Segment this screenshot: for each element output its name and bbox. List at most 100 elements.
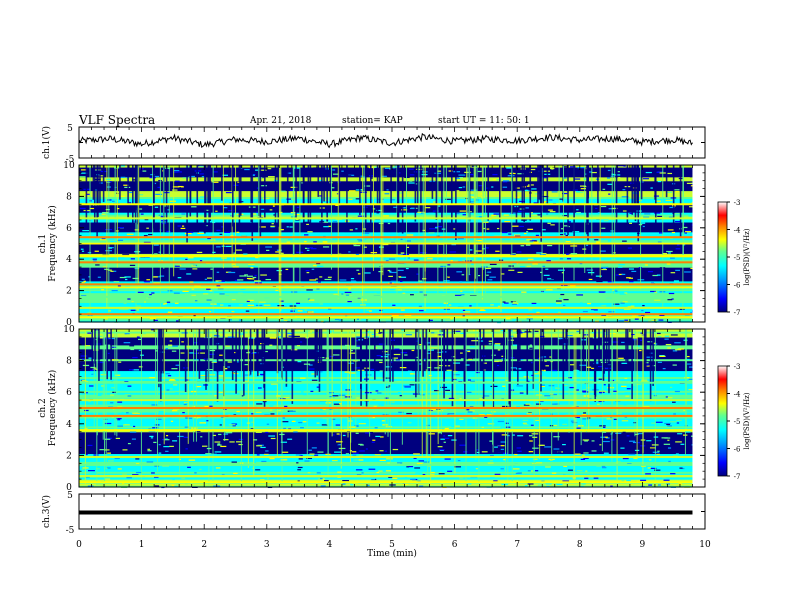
spectrogram-speckle <box>485 271 492 273</box>
spectrogram-speckle <box>356 474 362 476</box>
spectrogram-speckle <box>151 472 155 474</box>
x-tick-label: 0 <box>76 540 82 550</box>
spectrogram-row <box>79 182 693 186</box>
spectrogram-sferic <box>414 165 417 222</box>
spectrogram-speckle <box>512 344 520 346</box>
spectrogram-speckle <box>297 361 302 363</box>
spectrogram-speckle <box>508 357 515 359</box>
spectrogram-speckle <box>543 200 548 203</box>
spectrogram-speckle <box>333 354 340 356</box>
spectrogram-row <box>79 170 693 174</box>
spectrogram-speckle <box>458 174 466 176</box>
spectrogram-speckle <box>389 484 396 486</box>
ch2-colorbar-tick-label: -4 <box>734 391 741 399</box>
ch1-colorbar-tick-label: -7 <box>734 309 741 317</box>
spectrogram-speckle <box>151 404 158 406</box>
spectrogram-speckle <box>215 280 222 282</box>
spectrogram-speckle <box>454 268 459 271</box>
spectrogram-speckle <box>688 379 694 382</box>
spectrogram-sferic <box>93 165 96 232</box>
spectrogram-row <box>79 269 693 272</box>
spectrogram-speckle <box>227 361 233 363</box>
spectrogram-speckle <box>462 315 465 317</box>
spectrogram-speckle <box>527 228 534 230</box>
spectrogram-speckle <box>532 436 538 438</box>
spectrogram-sferic <box>425 329 428 370</box>
spectrogram-speckle <box>560 233 564 236</box>
spectrogram-speckle <box>388 275 393 278</box>
spectrogram-speckle <box>563 385 568 387</box>
spectrogram-sferic <box>463 329 466 385</box>
spectrogram-speckle <box>629 440 636 442</box>
spectrogram-speckle <box>506 480 512 482</box>
spectrogram-speckle <box>442 471 446 473</box>
ch1-freq-tick-label: 8 <box>66 192 72 202</box>
spectrogram-sferic <box>467 165 469 282</box>
spectrogram-speckle <box>404 314 412 316</box>
spectrogram-speckle <box>102 266 107 268</box>
spectrogram-speckle <box>670 473 676 475</box>
spectrogram-speckle <box>381 175 387 177</box>
spectrogram-sferic <box>542 165 544 211</box>
spectrogram-sferic <box>317 165 320 197</box>
spectrogram-speckle <box>572 231 580 233</box>
spectrogram-speckle <box>386 458 393 460</box>
spectrogram-speckle <box>259 226 266 228</box>
spectrogram-speckle <box>191 427 198 429</box>
spectrogram-speckle <box>374 454 381 456</box>
spectrogram-speckle <box>551 403 557 405</box>
spectrogram-sferic <box>573 329 575 482</box>
spectrogram-speckle <box>169 423 175 425</box>
spectrogram-speckle <box>462 186 466 188</box>
spectrogram-speckle <box>387 269 391 272</box>
spectrogram-speckle <box>495 250 500 252</box>
spectrogram-speckle <box>380 320 386 322</box>
spectrogram-speckle <box>132 356 138 359</box>
x-tick-label: 7 <box>514 540 520 550</box>
spectrogram-sferic <box>277 165 280 227</box>
spectrogram-speckle <box>179 235 183 237</box>
spectrogram-sferic <box>537 165 539 212</box>
spectrogram-speckle <box>128 369 134 371</box>
spectrogram-speckle <box>504 422 509 424</box>
spectrogram-speckle <box>179 268 186 270</box>
spectrogram-speckle <box>427 234 434 237</box>
spectrogram-speckle <box>300 391 304 393</box>
spectrogram-speckle <box>594 239 599 241</box>
spectrogram-row <box>79 200 693 203</box>
spectrogram-speckle <box>392 448 399 451</box>
spectrogram-speckle <box>628 280 634 283</box>
spectrogram-speckle <box>651 422 656 424</box>
spectrogram-sferic <box>140 329 142 481</box>
spectrogram-speckle <box>84 428 88 430</box>
spectrogram-speckle <box>363 246 367 248</box>
spectrogram-speckle <box>458 186 463 189</box>
spectrogram-speckle <box>383 215 389 217</box>
spectrogram-speckle <box>512 263 517 265</box>
spectrogram-speckle <box>415 472 423 474</box>
spectrogram-speckle <box>248 278 255 280</box>
spectrogram-speckle <box>429 332 435 334</box>
spectrogram-speckle <box>603 452 609 454</box>
spectrogram-speckle <box>260 373 264 376</box>
spectrogram-speckle <box>596 403 600 405</box>
spectrogram-row <box>79 415 693 419</box>
spectrogram-speckle <box>562 480 570 482</box>
spectrogram-speckle <box>81 358 86 360</box>
spectrogram-speckle <box>422 473 426 476</box>
spectrogram-speckle <box>444 437 450 439</box>
spectrogram-speckle <box>616 379 621 381</box>
spectrogram-sferic <box>418 165 420 298</box>
spectrogram-speckle <box>405 267 409 270</box>
spectrogram-speckle <box>111 387 116 389</box>
spectrogram-sferic <box>132 165 134 228</box>
spectrogram-speckle <box>670 421 677 423</box>
spectrogram-speckle <box>334 451 342 453</box>
spectrogram-speckle <box>93 260 97 262</box>
spectrogram-speckle <box>484 256 490 258</box>
spectrogram-speckle <box>451 425 456 428</box>
spectrogram-speckle <box>446 276 450 278</box>
spectrogram-speckle <box>650 319 657 321</box>
spectrogram-speckle <box>186 273 192 275</box>
spectrogram-speckle <box>460 332 464 335</box>
